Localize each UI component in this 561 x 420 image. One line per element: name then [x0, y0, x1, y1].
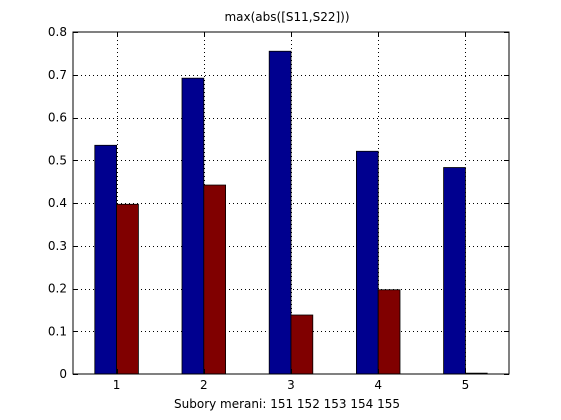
bar-series-1-category-3: [268, 50, 292, 375]
y-tick-label: 0.4: [48, 196, 67, 210]
bar-series-1-category-5: [443, 167, 466, 375]
bar-series-2-category-1: [116, 203, 139, 375]
x-tick-label: 5: [462, 378, 470, 392]
x-tick-label: 2: [200, 378, 208, 392]
bar-series-2-category-3: [290, 314, 314, 375]
bar-series-2-category-2: [203, 184, 227, 375]
x-axis-label: Subory merani: 151 152 153 154 155: [174, 397, 400, 411]
y-tick-label: 0.1: [48, 324, 67, 338]
y-tick-label: 0.8: [48, 25, 67, 39]
y-tick-label: 0.5: [48, 153, 67, 167]
x-tick-label: 3: [287, 378, 295, 392]
y-tick-label: 0.3: [48, 239, 67, 253]
axis-ticks: 0 0.1 0.2 0.3 0.4 0.5 0.6 0.7 0.8 1 2 3 4 5: [48, 25, 509, 392]
bars: [94, 50, 488, 375]
y-tick-label: 0.2: [48, 282, 67, 296]
bar-series-1-category-2: [181, 77, 205, 375]
chart-title: max(abs([S11,S22])): [224, 10, 349, 24]
bar-series-1-category-1: [94, 144, 118, 375]
bar-series-1-category-4: [355, 150, 379, 375]
bar-series-2-category-4: [377, 289, 401, 375]
x-tick-label: 1: [113, 378, 121, 392]
x-tick-label: 4: [374, 378, 382, 392]
y-tick-label: 0.7: [48, 68, 67, 82]
y-tick-label: 0: [59, 367, 67, 381]
y-tick-label: 0.6: [48, 111, 67, 125]
